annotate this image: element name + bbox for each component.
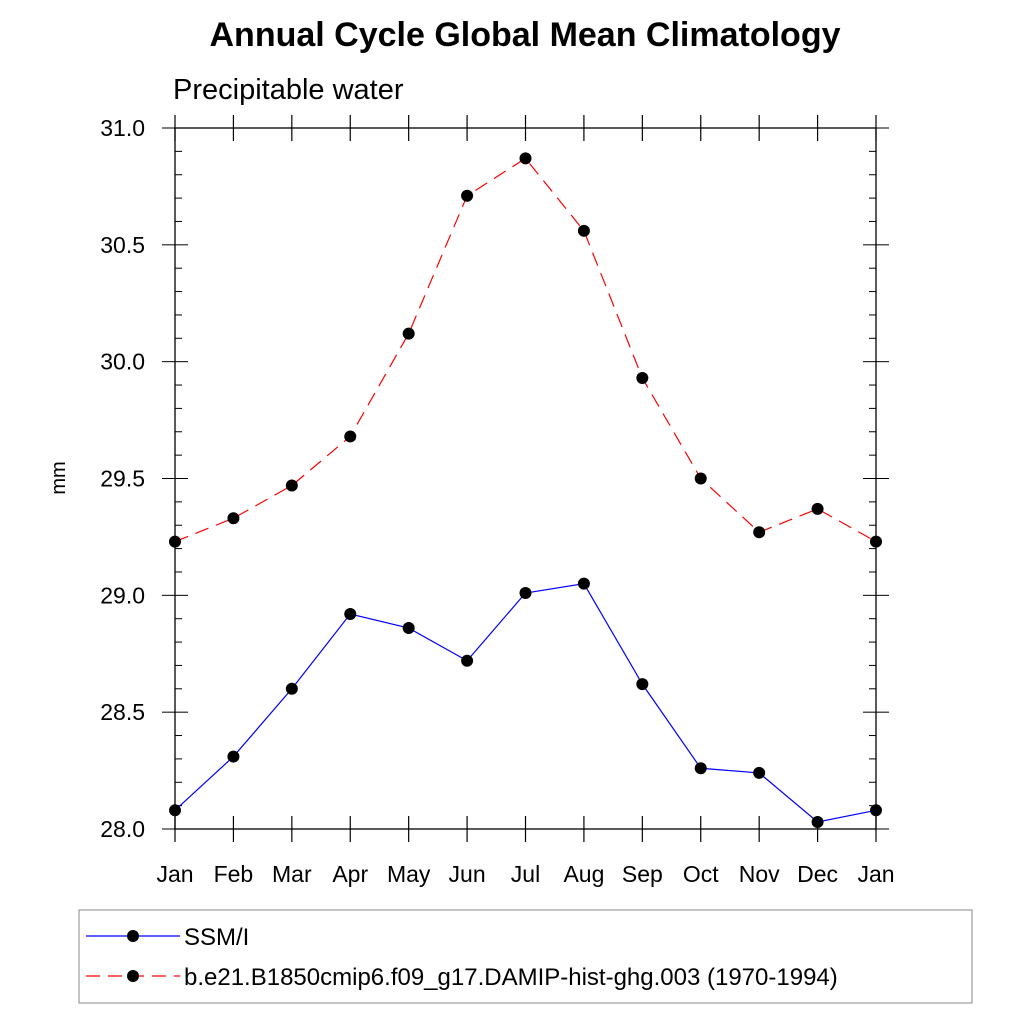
series-0-point — [577, 577, 590, 590]
y-tick-label: 29.0 — [100, 582, 145, 608]
series-1-point — [519, 152, 532, 165]
x-tick-label: May — [387, 861, 431, 887]
series-line-0 — [174, 582, 877, 823]
x-tick-label: Dec — [797, 861, 838, 887]
legend-label-model: b.e21.B1850cmip6.f09_g17.DAMIP-hist-ghg.… — [184, 964, 838, 991]
series-0-point — [461, 654, 474, 667]
series-0-point — [811, 815, 824, 828]
series-group — [169, 152, 882, 828]
series-1-point — [577, 224, 590, 237]
legend-box — [78, 909, 973, 1004]
x-tick-label: Jan — [857, 861, 894, 887]
series-1-point — [636, 372, 649, 385]
x-tick-labels: Jan Feb Mar Apr May Jun Jul Aug Sep Oct Nov Dec Jan — [156, 861, 894, 887]
series-1-point — [753, 526, 766, 539]
y-axis-label: mm — [48, 461, 70, 494]
y-tick-labels: 28.0 28.5 29.0 29.5 30.0 30.5 31.0 — [100, 115, 145, 842]
y-tick-label: 28.5 — [100, 699, 145, 725]
y-tick-label: 29.5 — [100, 466, 145, 492]
plot-frame — [174, 127, 877, 830]
chart-title: Annual Cycle Global Mean Climatology — [210, 16, 841, 54]
series-0-point — [227, 750, 240, 763]
x-tick-label: Mar — [272, 861, 312, 887]
axis-ticks — [162, 115, 889, 842]
x-tick-label: Feb — [214, 861, 254, 887]
legend-label-ssmi: SSM/I — [184, 924, 249, 951]
y-tick-label: 30.5 — [100, 232, 145, 258]
series-0-point — [344, 608, 357, 621]
x-tick-label: Apr — [332, 861, 368, 887]
series-line-1 — [174, 157, 877, 543]
x-tick-label: Jun — [449, 861, 486, 887]
series-0-point — [694, 762, 707, 775]
chart-subtitle: Precipitable water — [173, 74, 404, 106]
legend-marker-model — [127, 970, 139, 982]
series-0-point — [519, 586, 532, 599]
x-tick-label: Sep — [622, 861, 663, 887]
x-tick-label: Jul — [511, 861, 540, 887]
series-1-point — [461, 189, 474, 202]
x-tick-label: Aug — [563, 861, 604, 887]
y-tick-label: 31.0 — [100, 115, 145, 141]
series-0-point — [285, 682, 298, 695]
series-1-point — [227, 512, 240, 525]
series-0-point — [636, 678, 649, 691]
series-1-point — [402, 327, 415, 340]
x-tick-label: Jan — [156, 861, 193, 887]
series-0-point — [753, 766, 766, 779]
x-tick-label: Nov — [739, 861, 780, 887]
y-tick-label: 30.0 — [100, 349, 145, 375]
series-1-point — [811, 502, 824, 515]
series-1-point — [344, 430, 357, 443]
x-tick-label: Oct — [683, 861, 719, 887]
series-1-point — [285, 479, 298, 492]
series-0-point — [402, 622, 415, 635]
series-1-point — [694, 472, 707, 485]
legend-marker-ssmi — [127, 930, 139, 942]
y-tick-label: 28.0 — [100, 816, 145, 842]
legend: SSM/I b.e21.B1850cmip6.f09_g17.DAMIP-his… — [78, 909, 973, 1004]
